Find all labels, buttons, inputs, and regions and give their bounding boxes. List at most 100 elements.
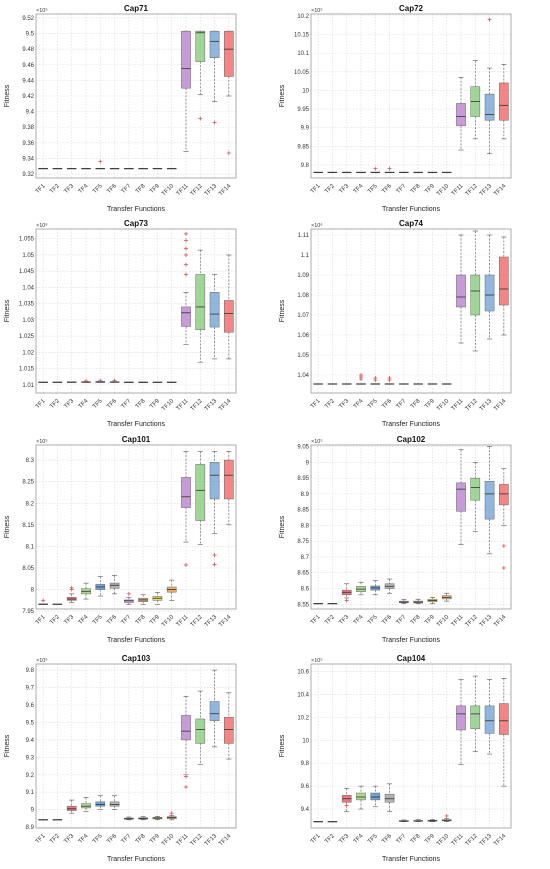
outlier-marker (501, 543, 506, 548)
box-tf7 (399, 383, 409, 385)
box-tf1 (313, 821, 323, 823)
box-tf2 (327, 383, 338, 385)
x-tick-label: TF8 (135, 398, 147, 410)
x-tick-label: TF7 (396, 183, 408, 195)
plot-frame (310, 228, 512, 394)
x-tick-label: TF12 (190, 183, 205, 198)
y-axis-label: Fitness (4, 84, 11, 107)
x-tick-label: TF11 (176, 183, 190, 197)
x-tick-label: TF6 (381, 614, 393, 626)
x-tick-label: TF3 (338, 183, 350, 195)
plot-frame (35, 228, 237, 394)
x-tick-label: TF6 (381, 833, 393, 845)
y-tick-label: 1.03 (22, 318, 34, 324)
y-tick-label: 9.38 (22, 125, 34, 131)
x-tick-label: TF2 (49, 833, 61, 845)
y-tick-label: 9.5 (26, 720, 35, 726)
x-axis-label: Transfer Functions (107, 421, 166, 428)
plot-frame (310, 444, 512, 610)
x-tick-label: TF9 (424, 398, 436, 410)
box-tf13 (209, 274, 220, 360)
outlier-marker (487, 17, 492, 22)
box-tf10 (441, 813, 452, 822)
x-tick-label: TF2 (49, 614, 61, 626)
box-tf10 (441, 592, 452, 602)
x-tick-label: TF4 (353, 614, 365, 626)
chart-cap103: Cap103 ×10⁵ 8.9 9 9.1 9.2 9.3 9.4 9.5 9.6 9.7 9.8 TF… (4, 654, 237, 863)
box-tf13 (484, 679, 495, 755)
y-tick-label: 8.7 (301, 555, 310, 561)
box-tf9 (152, 381, 163, 383)
box-iqr (195, 274, 206, 330)
box-tf9 (152, 592, 163, 605)
chart-title: Cap101 (122, 435, 151, 444)
x-tick-label: TF6 (106, 614, 118, 626)
axis-exponent: ×10⁶ (311, 222, 323, 229)
y-axis-label: Fitness (4, 734, 11, 757)
x-tick-label: TF6 (381, 183, 393, 195)
x-tick-label: TF5 (92, 614, 104, 626)
box-tf4 (81, 378, 91, 383)
y-tick-label: 8.75 (297, 539, 309, 545)
box-tf2 (52, 167, 63, 170)
x-tick-label: TF8 (410, 398, 422, 410)
box-iqr (181, 30, 191, 89)
x-tick-label: TF1 (35, 833, 47, 845)
box-tf8 (413, 819, 423, 822)
box-tf4 (81, 167, 91, 170)
box-tf4 (356, 171, 366, 174)
x-tick-label: TF11 (176, 833, 190, 847)
box-tf10 (441, 383, 452, 385)
axis-exponent: ×10⁵ (311, 438, 323, 445)
y-tick-label: 1.015 (19, 367, 35, 373)
x-tick-label: TF4 (78, 614, 90, 626)
y-tick-label: 8.3 (26, 458, 35, 464)
x-tick-label: TF9 (149, 398, 161, 410)
box-iqr (181, 306, 191, 327)
box-tf14 (224, 692, 234, 760)
x-tick-label: TF1 (35, 614, 47, 626)
box-tf4 (356, 373, 366, 385)
outlier-marker (212, 120, 217, 125)
box-tf1 (38, 819, 48, 821)
box-iqr (499, 484, 509, 506)
x-tick-label: TF7 (121, 398, 133, 410)
box-tf10 (166, 811, 177, 821)
x-tick-label: TF12 (465, 833, 480, 848)
box-tf12 (470, 230, 481, 352)
chart-cap74: Cap74 ×10⁶ 1.04 1.05 1.06 1.07 1.08 1.09 1.1 1.11… (279, 219, 512, 428)
y-tick-label: 9.85 (297, 144, 309, 150)
box-iqr (81, 803, 91, 809)
x-tick-label: TF13 (479, 833, 494, 848)
x-tick-label: TF1 (310, 614, 322, 626)
x-tick-label: TF12 (190, 614, 205, 629)
x-tick-label: TF7 (121, 833, 133, 845)
box-iqr (384, 793, 395, 803)
box-tf8 (413, 171, 423, 174)
y-tick-label: 9.34 (22, 156, 34, 162)
box-tf3 (66, 381, 77, 383)
y-axis-label: Fitness (279, 84, 286, 107)
y-tick-label: 10 (302, 88, 309, 94)
box-iqr (470, 274, 481, 316)
box-tf9 (427, 819, 438, 822)
box-tf10 (441, 171, 452, 174)
x-tick-label: TF2 (324, 398, 336, 410)
box-iqr (356, 792, 366, 801)
box-tf9 (427, 171, 438, 174)
y-tick-label: 10.1 (297, 51, 309, 57)
x-tick-label: TF4 (353, 183, 365, 195)
y-tick-label: 9.4 (301, 807, 310, 813)
y-tick-label: 8.85 (297, 508, 309, 514)
box-tf4 (81, 797, 91, 812)
outlier-marker (126, 591, 131, 596)
box-tf8 (138, 381, 148, 383)
box-tf3 (341, 788, 352, 812)
box-tf14 (499, 468, 509, 570)
x-tick-label: TF3 (63, 614, 75, 626)
x-tick-label: TF14 (493, 398, 508, 413)
x-tick-label: TF5 (367, 183, 379, 195)
box-iqr (224, 459, 234, 500)
x-tick-label: TF12 (465, 614, 480, 629)
box-tf5 (95, 159, 106, 170)
